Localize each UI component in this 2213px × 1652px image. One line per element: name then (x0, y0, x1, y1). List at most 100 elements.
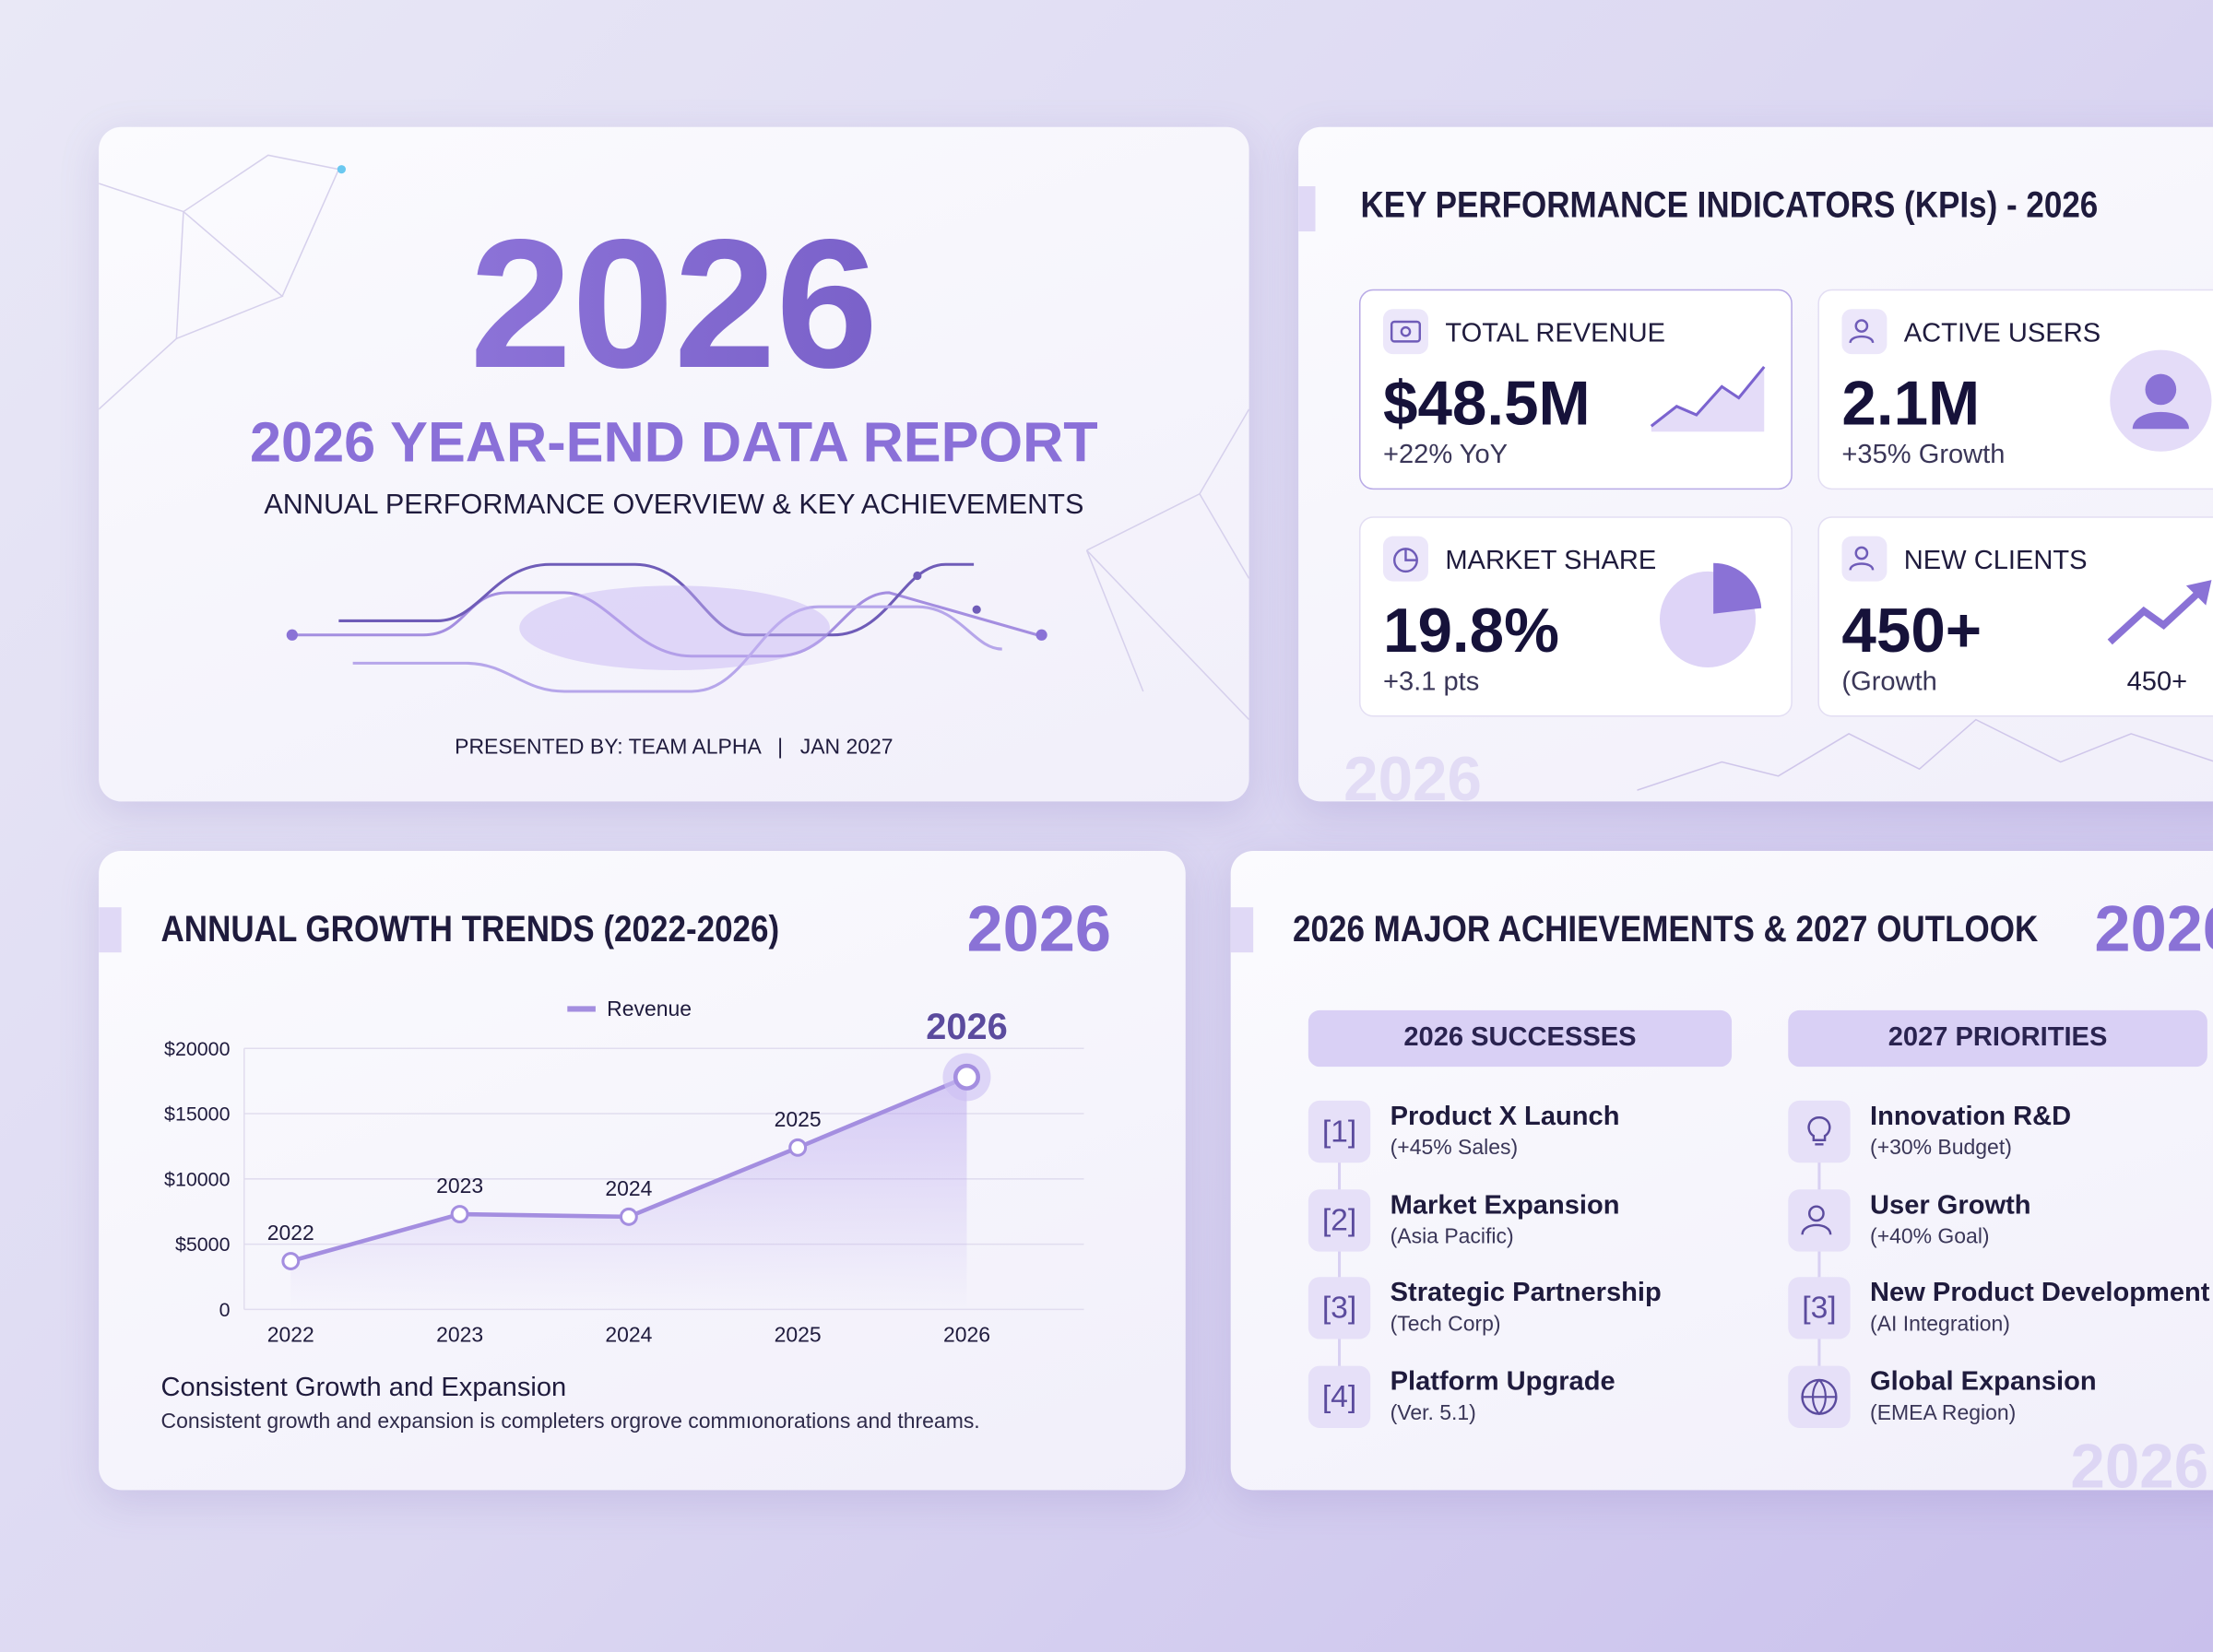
x-tick-label: 2024 (605, 1323, 652, 1347)
x-tick-label: 2026 (943, 1323, 990, 1347)
kpi-card: MARKET SHARE 19.8% +3.1 pts (1358, 516, 1793, 717)
point-label: 2025 (775, 1107, 822, 1131)
byline: PRESENTED BY: TEAM ALPHA | JAN 2027 (99, 735, 1249, 759)
point-label: 2024 (605, 1176, 652, 1200)
watermark: 2026 (1343, 745, 1482, 802)
area (290, 1077, 967, 1310)
x-tick-label: 2023 (436, 1323, 483, 1347)
hero-year: 2026 (99, 205, 1249, 402)
item-detail: (+45% Sales) (1390, 1136, 1519, 1161)
y-tick-label: 0 (219, 1299, 231, 1321)
network-decor (99, 154, 1249, 721)
marker: [3] (1308, 1277, 1371, 1339)
kpi-label: TOTAL REVENUE (1445, 318, 1665, 349)
kpi-label: MARKET SHARE (1445, 546, 1657, 576)
line-chart: 0 $5000 $10000 $15000 $20000 2022 2023 2024 2025… (164, 997, 1084, 1347)
kpi-sub: +3.1 pts (1382, 667, 1480, 698)
kpi-card: ACTIVE USERS 2.1M +35% Growth (1817, 289, 2213, 490)
connector (1817, 1133, 1821, 1401)
item-detail: (Tech Corp) (1390, 1312, 1501, 1337)
kpi-note: 450+ (2126, 667, 2188, 698)
x-tick-label: 2022 (267, 1323, 314, 1347)
item-title: Innovation R&D (1870, 1102, 2072, 1132)
marker: [4] (1308, 1364, 1371, 1428)
marker: [2] (1308, 1188, 1371, 1251)
point (788, 1138, 808, 1157)
item-title: User Growth (1870, 1190, 2031, 1221)
column-heading: 2027 PRIORITIES (1788, 1009, 2207, 1068)
footer-title: Consistent Growth and Expansion (160, 1373, 567, 1403)
sparkline-icon (1650, 365, 1766, 432)
kpi-label: NEW CLIENTS (1903, 546, 2088, 576)
achievements-slide: 2026 MAJOR ACHIEVEMENTS & 2027 OUTLOOK 2… (1230, 850, 2213, 1491)
point (281, 1252, 301, 1270)
report-subtitle: ANNUAL PERFORMANCE OVERVIEW & KEY ACHIEV… (264, 490, 1084, 521)
x-tick-label: 2025 (775, 1323, 822, 1347)
y-tick-label: $5000 (175, 1233, 231, 1256)
kpi-value: 2.1M (1841, 370, 1981, 440)
kpi-sub: +35% Growth (1841, 440, 2006, 470)
item-detail: (AI Integration) (1870, 1312, 2010, 1337)
kpi-value: 19.8% (1382, 596, 1559, 667)
watermark: 2026 (2094, 891, 2213, 965)
clients-icon (1841, 536, 1888, 582)
item-title: Global Expansion (1870, 1366, 2097, 1397)
marker: [3] (1788, 1277, 1851, 1339)
item-title: Product X Launch (1390, 1102, 1620, 1132)
item-detail: (+40% Goal) (1870, 1223, 1990, 1248)
kpi-title: KEY PERFORMANCE INDICATORS (KPIs) - 2026 (1360, 183, 2099, 226)
kpi-card: TOTAL REVENUE $48.5M +22% YoY (1358, 289, 1793, 490)
kpi-slide: KEY PERFORMANCE INDICATORS (KPIs) - 2026… (1298, 126, 2213, 802)
separator: | (777, 735, 784, 760)
y-tick-label: $10000 (164, 1168, 231, 1190)
date: JAN 2027 (799, 735, 893, 760)
globe-icon (1788, 1364, 1851, 1428)
avatar-icon (2110, 349, 2212, 452)
watermark-bottom: 2026 (2070, 1432, 2209, 1491)
trend-decor (1637, 718, 2213, 791)
item-detail: (EMEA Region) (1870, 1400, 2017, 1425)
footer-text: Consistent growth and expansion is compl… (160, 1410, 980, 1434)
growth-title: ANNUAL GROWTH TRENDS (2022-2026) (160, 907, 780, 950)
point (953, 1063, 981, 1091)
point-label: 2023 (436, 1174, 483, 1198)
item-title: Market Expansion (1390, 1190, 1620, 1221)
pie-graphic (1659, 562, 1762, 667)
point-label-highlight: 2026 (926, 1007, 1007, 1047)
bulb-icon (1788, 1100, 1851, 1163)
kpi-sub: (Growth (1841, 667, 1937, 698)
arrow-icon (2107, 580, 2212, 645)
title-accent (1298, 186, 1316, 232)
point-label: 2022 (267, 1221, 314, 1245)
item-title: Platform Upgrade (1390, 1366, 1615, 1397)
money-icon (1382, 309, 1428, 355)
users-icon (1841, 309, 1888, 355)
title-accent (99, 907, 122, 953)
marker: [1] (1308, 1100, 1371, 1163)
presenter: PRESENTED BY: TEAM ALPHA (455, 735, 761, 760)
kpi-card: NEW CLIENTS 450+ (Growth 450+ (1817, 516, 2213, 717)
point (450, 1205, 469, 1223)
achievements-title: 2026 MAJOR ACHIEVEMENTS & 2027 OUTLOOK (1293, 907, 2039, 950)
item-detail: (+30% Budget) (1870, 1136, 2012, 1161)
point (619, 1207, 638, 1226)
column-heading: 2026 SUCCESSES (1308, 1009, 1733, 1068)
connector (1338, 1133, 1342, 1401)
item-title: Strategic Partnership (1390, 1278, 1662, 1308)
y-tick-label: $15000 (164, 1103, 231, 1126)
growth-slide: ANNUAL GROWTH TRENDS (2022-2026) 2026 Co… (99, 850, 1186, 1491)
item-detail: (Asia Pacific) (1390, 1223, 1514, 1248)
watermark: 2026 (966, 891, 1112, 965)
item-title: New Product Development (1870, 1278, 2210, 1308)
pie-icon (1382, 536, 1428, 582)
y-tick-label: $20000 (164, 1038, 231, 1060)
title-slide: 2026 2026 YEAR-END DATA REPORT ANNUAL PE… (99, 126, 1249, 802)
title-accent (1230, 907, 1254, 953)
kpi-label: ACTIVE USERS (1903, 318, 2101, 349)
report-title: 2026 YEAR-END DATA REPORT (250, 411, 1098, 475)
legend-label: Revenue (607, 997, 692, 1021)
kpi-value: $48.5M (1382, 370, 1591, 440)
